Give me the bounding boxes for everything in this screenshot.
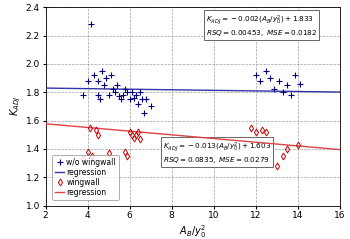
w/o wingwall xyxy=(127,98,132,101)
w/o wingwall xyxy=(264,70,268,72)
wingwall xyxy=(132,136,136,139)
X-axis label: $A_B/y_0^2$: $A_B/y_0^2$ xyxy=(179,223,206,239)
w/o wingwall xyxy=(106,94,111,97)
wingwall xyxy=(285,147,289,150)
Y-axis label: $K_{ADJ}$: $K_{ADJ}$ xyxy=(8,96,23,116)
wingwall xyxy=(249,126,253,129)
w/o wingwall xyxy=(268,76,272,79)
wingwall xyxy=(123,150,127,153)
w/o wingwall xyxy=(96,79,100,82)
w/o wingwall xyxy=(104,76,108,79)
w/o wingwall xyxy=(121,94,125,97)
w/o wingwall xyxy=(130,91,134,94)
Line: w/o wingwall: w/o wingwall xyxy=(80,22,302,116)
w/o wingwall xyxy=(96,94,100,97)
w/o wingwall xyxy=(142,112,146,115)
w/o wingwall xyxy=(98,98,102,101)
wingwall xyxy=(127,130,132,133)
wingwall xyxy=(253,130,258,133)
wingwall xyxy=(264,130,268,133)
w/o wingwall xyxy=(258,79,262,82)
w/o wingwall xyxy=(144,98,148,101)
w/o wingwall xyxy=(293,74,298,77)
wingwall xyxy=(134,133,138,136)
Legend: w/o wingwall, regression, wingwall, regression: w/o wingwall, regression, wingwall, regr… xyxy=(52,155,119,200)
wingwall xyxy=(94,129,98,132)
w/o wingwall xyxy=(85,79,90,82)
w/o wingwall xyxy=(134,94,138,97)
w/o wingwall xyxy=(253,74,258,77)
w/o wingwall xyxy=(285,84,289,87)
wingwall xyxy=(81,157,85,160)
w/o wingwall xyxy=(281,91,285,94)
wingwall xyxy=(295,143,300,146)
wingwall xyxy=(125,154,130,157)
Text: $K_{ADJ}=-0.013(A_B/y_0^2)+1.603$
$RSQ=0.0835,\ MSE=0.0279$: $K_{ADJ}=-0.013(A_B/y_0^2)+1.603$ $RSQ=0… xyxy=(163,140,271,165)
w/o wingwall xyxy=(123,88,127,91)
w/o wingwall xyxy=(132,96,136,99)
w/o wingwall xyxy=(119,98,123,101)
w/o wingwall xyxy=(113,91,117,94)
wingwall xyxy=(281,154,285,157)
Line: wingwall: wingwall xyxy=(81,125,300,168)
w/o wingwall xyxy=(89,23,93,26)
wingwall xyxy=(96,133,100,136)
w/o wingwall xyxy=(289,94,293,97)
w/o wingwall xyxy=(117,95,121,98)
wingwall xyxy=(90,154,94,157)
w/o wingwall xyxy=(272,88,276,91)
Text: $K_{ADJ}=-0.002(A_B/y_0^2)+1.833$
$RSQ=0.00453,\ MSE=0.0182$: $K_{ADJ}=-0.002(A_B/y_0^2)+1.833$ $RSQ=0… xyxy=(206,13,317,38)
w/o wingwall xyxy=(276,79,281,82)
wingwall xyxy=(274,164,279,167)
wingwall xyxy=(138,137,142,140)
w/o wingwall xyxy=(298,82,302,85)
w/o wingwall xyxy=(81,94,85,97)
w/o wingwall xyxy=(140,98,144,101)
w/o wingwall xyxy=(111,88,115,91)
w/o wingwall xyxy=(136,102,140,105)
wingwall xyxy=(136,130,140,133)
w/o wingwall xyxy=(102,84,106,87)
wingwall xyxy=(88,126,92,129)
wingwall xyxy=(106,152,111,155)
w/o wingwall xyxy=(100,70,104,72)
w/o wingwall xyxy=(115,84,119,87)
w/o wingwall xyxy=(138,91,142,94)
wingwall xyxy=(85,150,90,153)
wingwall xyxy=(130,133,134,136)
wingwall xyxy=(260,129,264,132)
w/o wingwall xyxy=(125,91,130,94)
w/o wingwall xyxy=(108,74,113,77)
w/o wingwall xyxy=(148,105,153,108)
w/o wingwall xyxy=(92,74,96,77)
